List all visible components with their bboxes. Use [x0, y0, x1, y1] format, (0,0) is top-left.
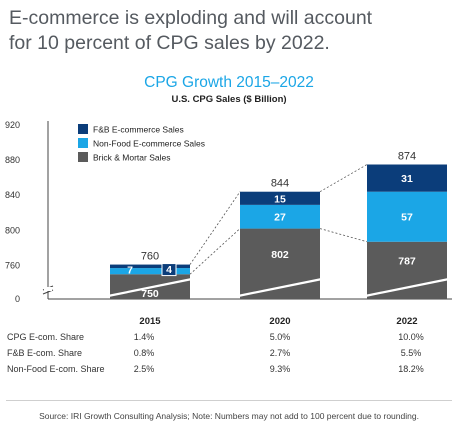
legend-swatch — [78, 138, 88, 148]
bar-value-label: 4 — [166, 264, 172, 276]
share-row-label: F&B E-com. Share — [7, 348, 83, 358]
source-note: Source: IRI Growth Consulting Analysis; … — [39, 411, 419, 421]
bar-total-label: 844 — [271, 178, 289, 190]
bar-value-label: 31 — [401, 173, 413, 185]
bar-value-label: 15 — [274, 193, 286, 205]
bar-total-label: 760 — [141, 251, 159, 263]
share-row-fb: F&B E-com. Share 0.8% 2.7% 5.5% — [0, 348, 458, 362]
bar-fb-ecommerce — [240, 191, 320, 205]
bar-fb-ecommerce — [367, 164, 447, 192]
share-value: 2.7% — [269, 348, 291, 358]
y-tick-label: 0 — [15, 294, 20, 304]
share-value: 0.8% — [133, 348, 155, 358]
x-category-label: 2015 — [139, 316, 161, 327]
connector-line — [319, 164, 368, 193]
headline-line-2: for 10 percent of CPG sales by 2022. — [9, 32, 330, 54]
headline: E-commerce is exploding and will account… — [9, 6, 449, 56]
bar-break-slash — [107, 277, 193, 298]
bar-fb-ecommerce — [110, 264, 190, 269]
legend-swatch — [78, 152, 88, 162]
bar-value-label: 787 — [398, 255, 416, 267]
share-row-label: CPG E-com. Share — [7, 332, 85, 342]
x-category-label: 2022 — [396, 316, 417, 327]
connector-line — [319, 228, 368, 243]
bar-value-label: 27 — [274, 212, 286, 224]
bar-brick-mortar — [367, 241, 447, 299]
share-value: 5.5% — [400, 348, 422, 358]
bar-value-label: 750 — [141, 288, 159, 300]
share-value: 9.3% — [269, 364, 291, 374]
y-tick-label: 840 — [5, 190, 20, 200]
bar-value-box — [161, 263, 177, 277]
legend-label: Brick & Mortar Sales — [93, 153, 170, 163]
bar-nonfood-ecommerce — [240, 204, 320, 229]
chart-subtitle: U.S. CPG Sales ($ Billion) — [171, 94, 287, 105]
connector-line — [189, 228, 241, 275]
axis-break-gap — [44, 287, 52, 291]
share-value: 2.5% — [133, 364, 155, 374]
bar-nonfood-ecommerce — [110, 268, 190, 275]
share-row-cpg: CPG E-com. Share 1.4% 5.0% 10.0% — [0, 332, 458, 346]
y-tick-label: 800 — [5, 225, 20, 235]
headline-line-1: E-commerce is exploding and will account — [9, 7, 373, 29]
legend-label: Non-Food E-commerce Sales — [93, 139, 205, 149]
bar-value-label: 802 — [271, 249, 289, 261]
legend-swatch — [78, 124, 88, 134]
bar-total-label: 874 — [398, 151, 416, 163]
x-category-label: 2020 — [269, 316, 290, 327]
share-value: 1.4% — [133, 332, 155, 342]
bar-value-label: 7 — [127, 265, 133, 277]
bar-nonfood-ecommerce — [367, 191, 447, 242]
share-value: 18.2% — [398, 364, 424, 374]
bar-break-slash — [237, 277, 323, 298]
share-row-label: Non-Food E-com. Share — [7, 364, 105, 374]
share-row-nonfood: Non-Food E-com. Share 2.5% 9.3% 18.2% — [0, 364, 458, 378]
stacked-bar-chart: 0 760 800 840 880 920 750 7 4 760 2015 802 27 15 844 20… — [5, 120, 452, 327]
bar-break-slash — [364, 277, 450, 298]
footer-divider — [6, 400, 452, 401]
share-value: 5.0% — [269, 332, 291, 342]
bar-value-label: 57 — [401, 212, 413, 224]
connector-line — [189, 191, 241, 265]
chart-title: CPG Growth 2015–2022 — [144, 74, 314, 91]
share-value: 10.0% — [398, 332, 424, 342]
legend-label: F&B E-commerce Sales — [93, 125, 184, 135]
y-tick-label: 760 — [5, 260, 20, 270]
y-tick-label: 880 — [5, 155, 20, 165]
y-tick-label: 920 — [5, 120, 20, 130]
